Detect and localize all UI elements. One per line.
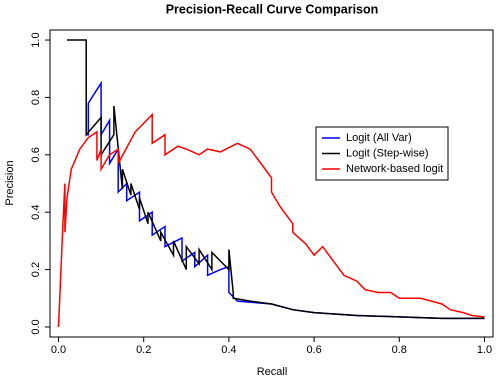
y-axis-label: Precision (4, 160, 16, 205)
y-tick-label: 0.8 (30, 90, 42, 105)
x-tick-label: 0.4 (221, 344, 236, 356)
y-tick-label: 0.0 (30, 319, 42, 334)
x-tick-label: 0.8 (392, 344, 407, 356)
y-tick-label: 0.2 (30, 262, 42, 277)
x-tick-label: 0.0 (51, 344, 66, 356)
x-tick-label: 0.2 (136, 344, 151, 356)
legend-label: Logit (All Var) (346, 132, 412, 144)
series-line (57, 112, 485, 328)
plot-frame (49, 29, 494, 338)
chart-title: Precision-Recall Curve Comparison (166, 2, 379, 16)
x-axis-label: Recall (257, 366, 288, 378)
y-tick-label: 1.0 (30, 32, 42, 47)
legend-label: Logit (Step-wise) (346, 147, 429, 159)
series-line (86, 80, 485, 320)
series-line (67, 39, 485, 320)
x-tick-label: 0.6 (306, 344, 321, 356)
x-tick-label: 1.0 (477, 344, 492, 356)
y-tick-label: 0.4 (30, 205, 42, 220)
legend-label: Network-based logit (346, 163, 443, 175)
y-tick-label: 0.6 (30, 147, 42, 162)
